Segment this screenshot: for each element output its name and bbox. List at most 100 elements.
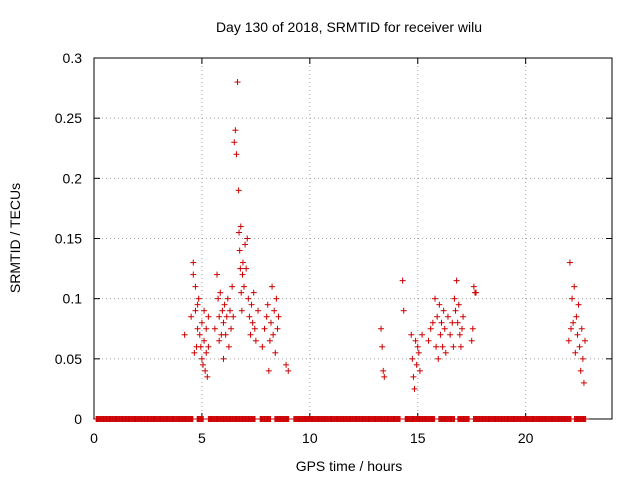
data-point — [235, 187, 242, 194]
data-point — [232, 127, 239, 134]
data-point — [410, 373, 417, 380]
data-point — [205, 343, 212, 350]
chart-title: Day 130 of 2018, SRMTID for receiver wil… — [216, 19, 482, 35]
data-point — [439, 343, 446, 350]
data-point — [191, 349, 198, 356]
data-point — [469, 325, 476, 332]
data-point — [567, 325, 574, 332]
data-point — [197, 343, 204, 350]
data-point — [455, 301, 462, 308]
data-point — [264, 301, 271, 308]
data-point — [188, 313, 195, 320]
data-point — [380, 367, 387, 374]
data-point — [473, 289, 480, 296]
data-point — [198, 355, 205, 362]
x-tick-label: 10 — [302, 430, 318, 446]
data-point — [211, 325, 218, 332]
data-point — [458, 325, 465, 332]
data-point — [409, 355, 416, 362]
data-point — [573, 313, 580, 320]
data-point — [228, 325, 235, 332]
data-point — [236, 229, 243, 236]
data-point — [273, 295, 280, 302]
data-point — [440, 307, 447, 314]
data-point — [230, 313, 237, 320]
data-point — [436, 301, 443, 308]
data-point — [412, 337, 419, 344]
data-point — [237, 223, 244, 230]
data-point — [438, 319, 445, 326]
data-point — [252, 337, 259, 344]
data-point — [265, 367, 272, 374]
data-point — [379, 343, 386, 350]
data-point — [221, 301, 228, 308]
data-point-zero — [397, 416, 404, 422]
data-point — [444, 313, 451, 320]
data-point — [578, 325, 585, 332]
data-point — [425, 337, 432, 344]
x-axis-label: GPS time / hours — [296, 458, 403, 474]
data-point — [442, 349, 449, 356]
data-point — [234, 79, 241, 86]
data-point — [249, 319, 256, 326]
data-point — [192, 307, 199, 314]
data-point — [241, 283, 248, 290]
data-point — [572, 349, 579, 356]
data-point — [432, 295, 439, 302]
data-point — [283, 361, 290, 368]
x-tick-label: 5 — [198, 430, 206, 446]
data-point — [244, 235, 251, 242]
y-tick-label: 0.2 — [63, 170, 83, 186]
data-point — [226, 307, 233, 314]
y-tick-label: 0.05 — [55, 351, 82, 367]
data-point — [400, 307, 407, 314]
data-point — [271, 307, 278, 314]
data-point — [433, 343, 440, 350]
data-point — [220, 355, 227, 362]
data-point — [451, 295, 458, 302]
data-point — [582, 337, 589, 344]
grid — [94, 58, 612, 419]
data-point-zero — [285, 416, 292, 422]
data-point — [275, 313, 282, 320]
data-point — [437, 331, 444, 338]
data-point — [261, 325, 268, 332]
data-point — [251, 325, 258, 332]
data-point — [447, 331, 454, 338]
data-point — [266, 337, 273, 344]
data-point — [456, 331, 463, 338]
data-point — [450, 343, 457, 350]
x-tick-label: 15 — [410, 430, 426, 446]
data-point — [427, 325, 434, 332]
data-point — [571, 283, 578, 290]
data-point — [239, 259, 246, 266]
data-point — [272, 349, 279, 356]
data-point — [194, 325, 201, 332]
data-point — [203, 325, 210, 332]
data-point — [242, 241, 249, 248]
data-point — [419, 331, 426, 338]
data-point — [569, 295, 576, 302]
data-point — [414, 343, 421, 350]
data-point — [215, 295, 222, 302]
data-point — [565, 337, 572, 344]
x-tick-label: 0 — [90, 430, 98, 446]
data-point — [238, 289, 245, 296]
data-point — [454, 319, 461, 326]
data-point — [468, 337, 475, 344]
data-point — [575, 301, 582, 308]
data-point — [204, 373, 211, 380]
data-point — [238, 307, 245, 314]
data-point — [263, 313, 270, 320]
data-point — [457, 343, 464, 350]
data-point — [216, 313, 223, 320]
data-point — [566, 259, 573, 266]
axis-ticks: 0 0.05 0.1 0.15 0.2 0.25 0.3 0 5 10 15 20 — [55, 50, 612, 446]
data-point — [198, 319, 205, 326]
data-point — [243, 265, 250, 272]
data-point — [223, 313, 230, 320]
data-point — [285, 367, 292, 374]
data-point — [416, 367, 423, 374]
data-point — [237, 265, 244, 272]
